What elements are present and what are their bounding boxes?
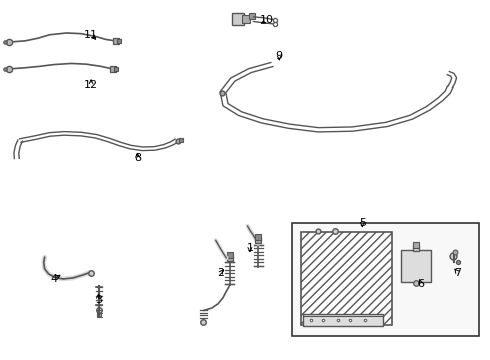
FancyBboxPatch shape	[292, 224, 479, 336]
Text: 7: 7	[454, 267, 461, 278]
Text: 5: 5	[359, 218, 366, 228]
Text: 9: 9	[276, 51, 283, 61]
Text: 8: 8	[134, 153, 141, 163]
Text: 10: 10	[260, 15, 274, 26]
Bar	[303, 315, 383, 326]
Text: 1: 1	[246, 243, 253, 253]
Text: 12: 12	[84, 80, 98, 90]
Bar	[301, 232, 392, 325]
Text: 2: 2	[217, 268, 224, 278]
Text: 6: 6	[417, 279, 424, 289]
Text: 11: 11	[84, 30, 98, 40]
Bar	[401, 250, 431, 282]
Text: 3: 3	[95, 295, 102, 305]
Text: 4: 4	[51, 274, 58, 284]
